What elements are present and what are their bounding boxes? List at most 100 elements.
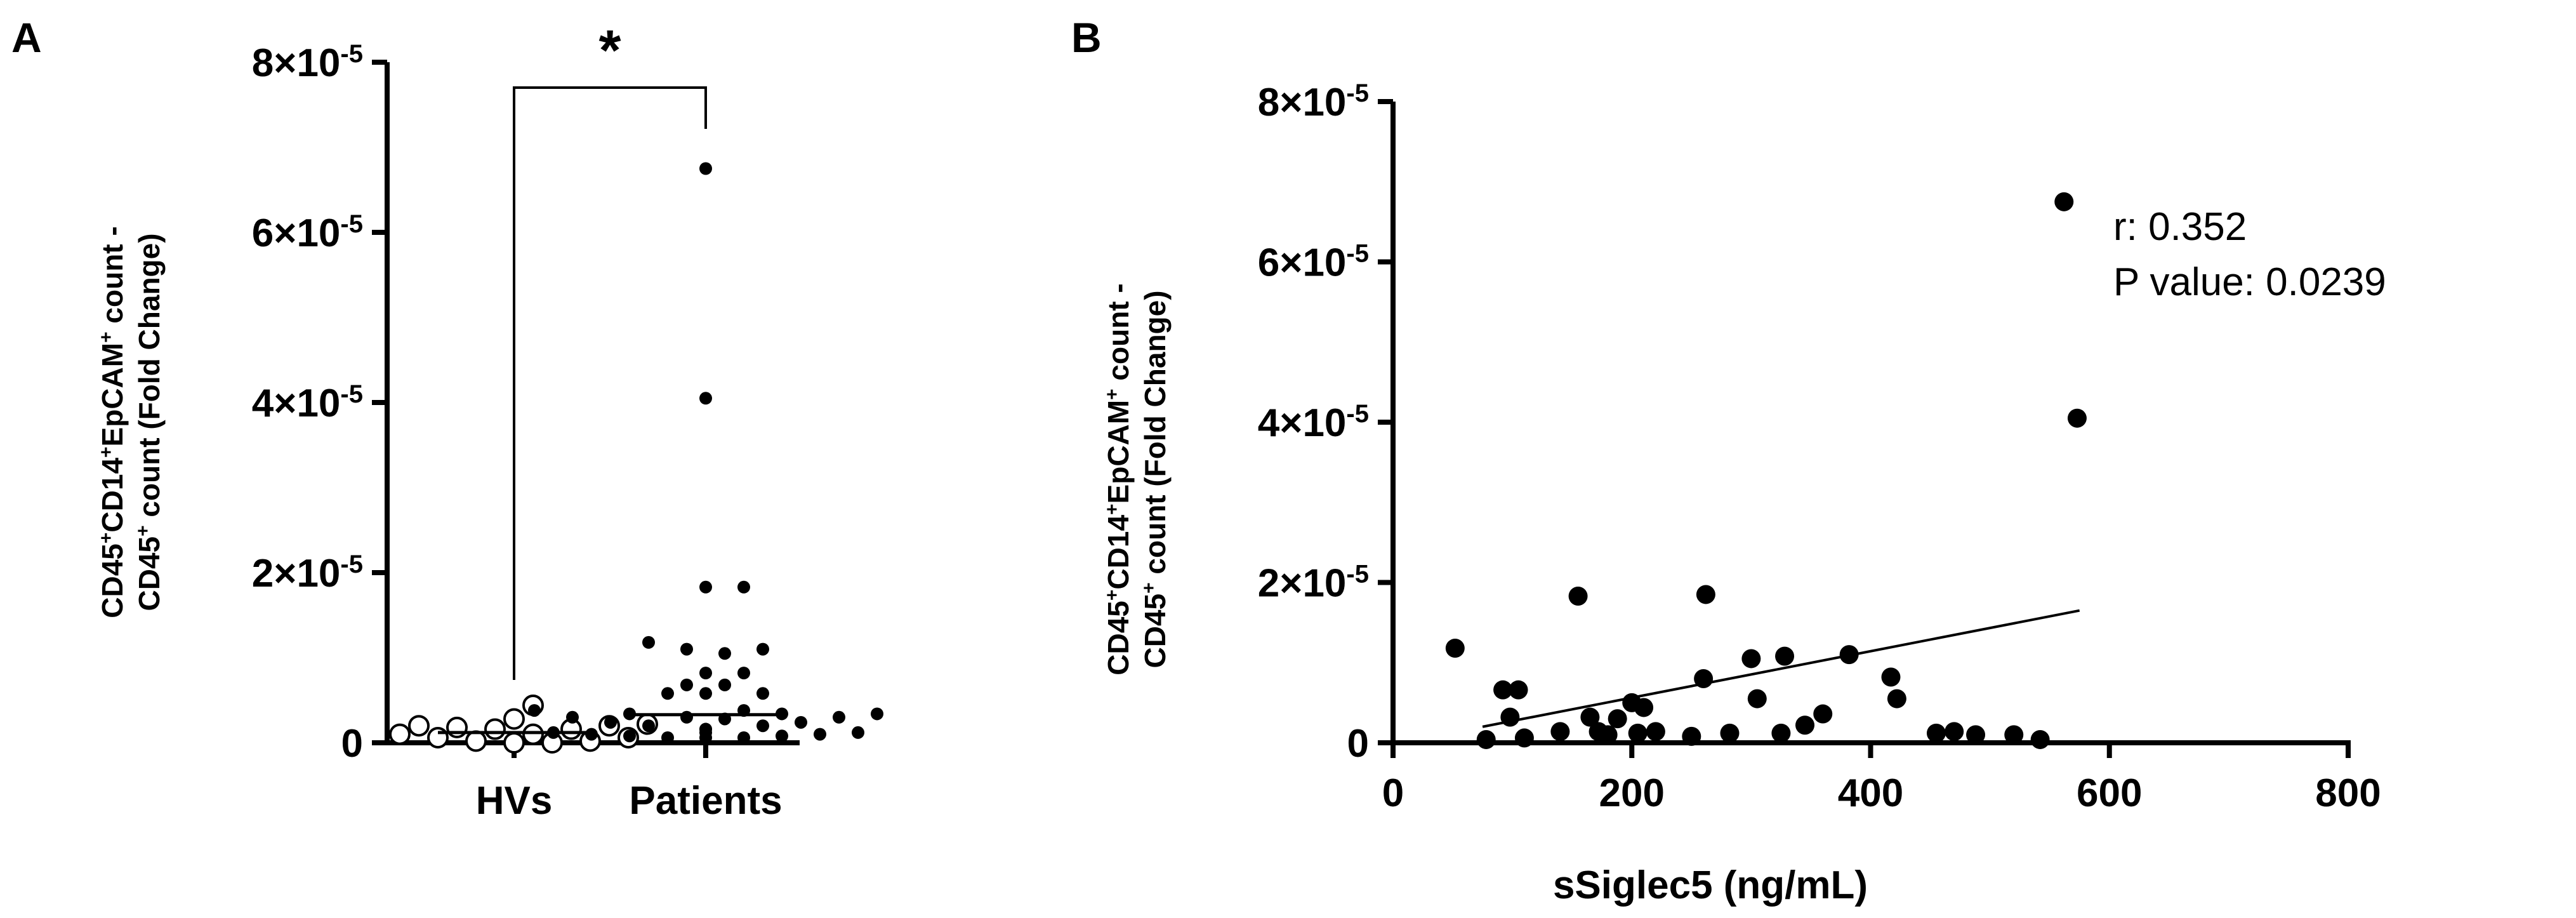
svg-text:CD45+ count (Fold Change): CD45+ count (Fold Change) [133, 233, 166, 611]
data-point [1966, 725, 1986, 745]
data-point [1646, 722, 1665, 742]
data-point [1881, 667, 1901, 687]
hv-point [503, 708, 525, 730]
data-point [1608, 709, 1627, 729]
hv-point [522, 723, 544, 745]
patient-point [680, 710, 693, 724]
data-point [1775, 646, 1795, 666]
patient-point [699, 687, 712, 700]
data-point [1945, 722, 1964, 742]
patient-point [604, 715, 617, 729]
data-point [1500, 707, 1520, 727]
panel-b-plot: 0 2×10-5 4×10-5 6×10-5 8×10-5 0 200 400 600 800 [1258, 79, 2381, 815]
data-point [1813, 704, 1833, 724]
y-tick-label: 8×10-5 [1258, 79, 1369, 124]
y-tick-label: 8×10-5 [252, 40, 363, 85]
patient-point [680, 678, 693, 691]
x-tick-label: 800 [2315, 771, 2381, 815]
data-point [1741, 649, 1761, 669]
y-tick-label: 2×10-5 [1258, 561, 1369, 606]
panel-a-plot: 0 2×10-5 4×10-5 6×10-5 8×10-5 HVs Patients * [252, 19, 883, 823]
y-tick-label: 4×10-5 [1258, 400, 1369, 445]
patient-point [528, 704, 541, 717]
patient-point [699, 580, 712, 594]
x-tick-label: 400 [1838, 771, 1903, 815]
data-point [1628, 723, 1648, 743]
y-tick-label: 0 [1347, 722, 1369, 766]
data-point [1580, 707, 1600, 727]
data-point [1771, 723, 1791, 743]
y-tick-label: 4×10-5 [252, 380, 363, 425]
patient-point [852, 726, 864, 739]
significance-bracket [513, 86, 707, 681]
patient-point [642, 719, 655, 733]
patient-point [756, 642, 769, 656]
patient-point [718, 678, 731, 691]
data-point [1493, 680, 1513, 700]
x-tick-label: HVs [476, 779, 553, 823]
patient-point [566, 710, 579, 724]
patient-point [699, 162, 712, 175]
hv-point [503, 732, 525, 754]
data-point [2054, 192, 2074, 211]
svg-text:CD45+CD14+EpCAM+ count -: CD45+CD14+EpCAM+ count - [96, 226, 129, 618]
patient-point [623, 729, 636, 743]
data-point [1839, 645, 1859, 665]
correlation-p-value: P value: 0.0239 [2113, 260, 2386, 304]
patient-point [756, 719, 769, 733]
patient-point [737, 667, 750, 680]
y-tick-label: 2×10-5 [252, 550, 363, 595]
panel-a-ylabel: CD45+CD14+EpCAM+ count - CD45+ count (Fo… [96, 226, 166, 618]
svg-text:CD45+ count (Fold Change): CD45+ count (Fold Change) [1139, 290, 1172, 668]
y-tick-label: 0 [341, 722, 363, 766]
correlation-r: r: 0.352 [2113, 205, 2247, 249]
data-point [1568, 586, 1588, 606]
data-point [2067, 408, 2087, 428]
x-tick-label: Patients [629, 779, 782, 823]
data-point [1926, 723, 1946, 743]
hv-point [465, 730, 487, 752]
patient-point [699, 392, 712, 405]
panel-label-a: A [11, 14, 42, 61]
hv-point [408, 715, 430, 737]
hv-point [389, 723, 411, 745]
patient-point [776, 729, 788, 743]
data-point [2004, 725, 2024, 745]
patient-point [795, 715, 807, 729]
patient-point [661, 687, 674, 700]
patient-point [661, 731, 674, 744]
svg-text:CD45+CD14+EpCAM+ count -: CD45+CD14+EpCAM+ count - [1102, 283, 1135, 675]
data-point [1747, 689, 1767, 708]
patient-point [699, 722, 712, 736]
panel-b-ylabel: CD45+CD14+EpCAM+ count - CD45+ count (Fo… [1102, 283, 1172, 675]
data-point [1694, 669, 1714, 688]
data-point [1514, 728, 1534, 748]
data-point [1720, 723, 1740, 743]
patient-point [737, 731, 750, 744]
data-point [1445, 639, 1465, 658]
patient-point [833, 710, 845, 724]
patient-point [680, 642, 693, 656]
data-point [1598, 725, 1618, 745]
data-point [1887, 689, 1906, 708]
patient-point [699, 667, 712, 680]
panel-label-b: B [1071, 14, 1102, 61]
patient-point [737, 580, 750, 594]
patient-point [718, 647, 731, 660]
y-tick-label: 6×10-5 [1258, 240, 1369, 285]
data-point [1696, 585, 1715, 604]
patient-point [547, 726, 560, 739]
hv-point [484, 718, 506, 740]
patient-point [756, 687, 769, 700]
panel-b-xlabel: sSiglec5 (ng/mL) [1553, 863, 1868, 907]
x-tick-label: 0 [1382, 771, 1404, 815]
patient-point [814, 728, 826, 741]
x-tick-label: 200 [1599, 771, 1665, 815]
y-tick-label: 6×10-5 [252, 210, 363, 255]
data-point [1682, 726, 1701, 746]
data-point [1476, 729, 1496, 749]
data-point [1509, 680, 1528, 700]
patient-point [585, 728, 598, 741]
regression-line [1482, 609, 2080, 728]
significance-star: * [598, 19, 621, 83]
